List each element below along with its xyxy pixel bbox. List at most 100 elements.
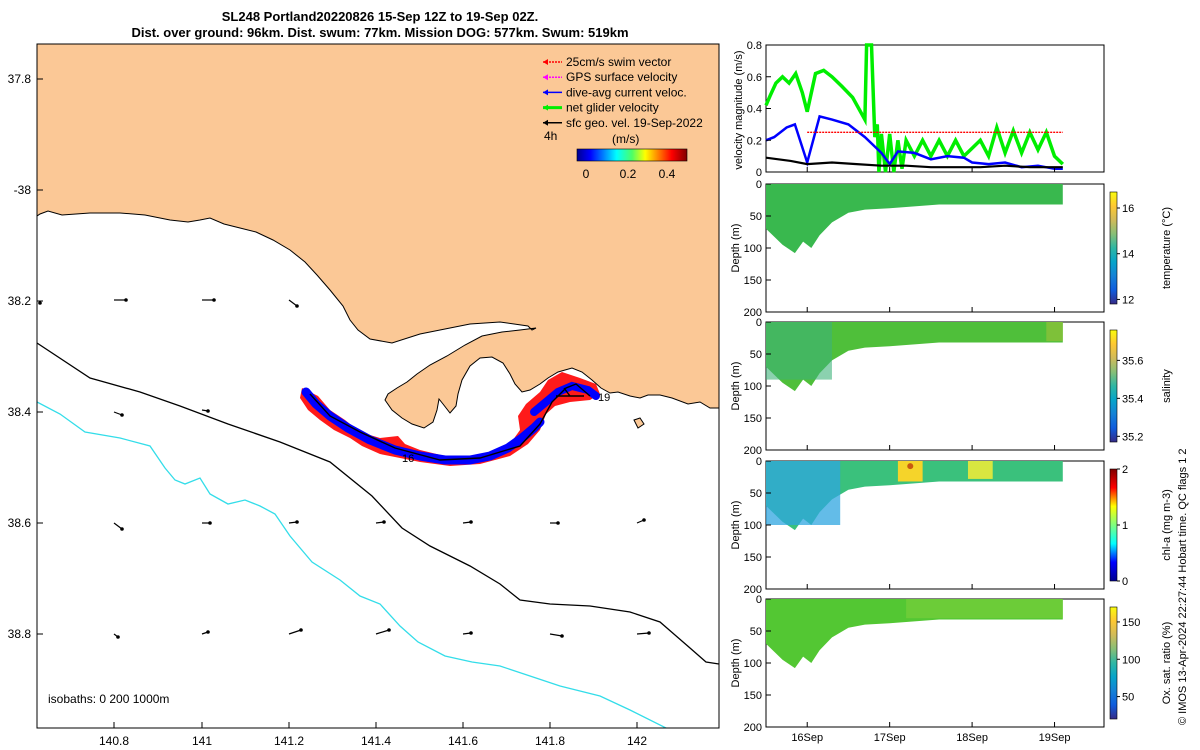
map-x-ticks: 140.8 141 141.2 141.4 141.6 141.8 142 (99, 722, 647, 748)
colorbar-label: chl-a (mg m-3) (1161, 489, 1173, 561)
profile-y-tick-label: 0 (756, 456, 762, 468)
current-arrow-head (206, 409, 210, 413)
current-arrow-head (647, 631, 651, 635)
colorbar-label: temperature (°C) (1161, 207, 1173, 289)
profile-y-tick-label: 200 (744, 584, 762, 596)
profile-y-tick-label: 200 (744, 307, 762, 319)
profile-y-tick-label: 200 (744, 722, 762, 734)
colorbar-title: (m/s) (612, 132, 639, 146)
profile-panel: 0 50 100 150 200 Depth (m) 35.2 35.4 35.6 salinit… (730, 317, 1173, 457)
time-axis: 16Sep 17Sep 18Sep 19Sep (791, 732, 1070, 744)
current-arrow-head (212, 298, 216, 302)
current-arrow (288, 629, 302, 635)
velocity-y-tick-label: 0.4 (747, 104, 762, 116)
map-panel: 16 19 140.8 141 141.2 141.4 141.6 141.8 142 37… (8, 43, 720, 748)
colorbar-tick-label: 14 (1122, 249, 1134, 261)
colorbar-tick-label: 16 (1122, 203, 1134, 215)
profile-y-tick-label: 0 (756, 317, 762, 329)
time-tick-label: 16Sep (791, 732, 823, 744)
colorbar-tick: 0.2 (620, 167, 637, 181)
speed-colorbar (576, 148, 688, 162)
net-glider-track (309, 383, 591, 461)
profile-panel: 0 50 100 150 200 Depth (m) 50 100 150 Ox. sat. ra… (730, 594, 1173, 734)
map-y-tick-label: 38.4 (8, 405, 32, 419)
legend-arrowhead (543, 59, 548, 65)
legend-label: net glider velocity (566, 101, 659, 115)
profile-data-region (766, 322, 1063, 392)
map-y-tick-label: -38 (14, 183, 32, 197)
profile-y-tick-label: 50 (750, 211, 762, 223)
profile-ylabel: Depth (m) (730, 501, 742, 550)
profile-patch (906, 599, 1063, 619)
current-arrow-head (38, 301, 42, 305)
track-day-label-19: 19 (598, 392, 610, 404)
profile-panel: 0 50 100 150 200 Depth (m) 12 14 16 temperature (… (730, 179, 1173, 319)
map-y-tick-label: 37.8 (8, 72, 32, 86)
velocity-ylabel: velocity magnitude (m/s) (733, 50, 745, 169)
map-y-tick-label: 38.6 (8, 516, 32, 530)
legend-arrowhead (543, 89, 548, 96)
current-arrow (375, 629, 390, 635)
profile-colorbar (1109, 606, 1118, 720)
velocity-series-line (765, 156, 1063, 169)
colorbar-tick-label: 35.6 (1122, 355, 1143, 367)
profile-patch (1046, 322, 1063, 342)
legend-label: dive-avg current veloc. (566, 85, 687, 99)
time-tick-label: 18Sep (956, 732, 988, 744)
colorbar-tick-label: 12 (1122, 294, 1134, 306)
colorbar-label: Ox. sat. ratio (%) (1161, 622, 1173, 705)
profile-ylabel: Depth (m) (730, 224, 742, 273)
chart-title-line2: Dist. over ground: 96km. Dist. swum: 77k… (131, 25, 629, 40)
isobath-label: isobaths: 0 200 1000m (48, 692, 169, 706)
velocity-series (764, 43, 1065, 173)
velocity-series-line (765, 114, 1063, 171)
current-arrow-head (120, 413, 124, 417)
velocity-axes (765, 44, 1105, 173)
map-x-tick-label: 141.2 (274, 734, 304, 748)
colorbar-tick-label: 1 (1122, 520, 1128, 532)
current-arrow-head (299, 628, 303, 632)
colorbar-label: salinity (1161, 369, 1173, 403)
legend-label: GPS surface velocity (566, 70, 677, 84)
map-y-tick-label: 38.2 (8, 294, 32, 308)
colorbar-tick: 0 (583, 167, 590, 181)
map-x-tick-label: 141.8 (535, 734, 565, 748)
colorbar-tick-label: 100 (1122, 654, 1140, 666)
profile-y-tick-label: 150 (744, 275, 762, 287)
legend-label: sfc geo. vel. 19-Sep-2022 (566, 116, 703, 130)
glider-track: 16 19 (300, 372, 610, 466)
legend-arrowhead (543, 119, 548, 126)
profile-y-tick-label: 50 (750, 488, 762, 500)
profile-y-tick-label: 0 (756, 594, 762, 606)
profile-y-tick-label: 150 (744, 690, 762, 702)
profile-patch (766, 461, 841, 525)
chart-title-line1: SL248 Portland20220826 15-Sep 12Z to 19-… (221, 9, 539, 24)
current-arrow-head (382, 520, 386, 524)
velocity-series-line (764, 43, 1065, 173)
colorbar-tick-label: 150 (1122, 617, 1140, 629)
velocity-y-tick-label: 0.8 (747, 40, 762, 52)
map-x-tick-label: 141.6 (448, 734, 478, 748)
profile-y-tick-label: 50 (750, 349, 762, 361)
profile-colorbar (1109, 191, 1118, 305)
current-arrow-head (124, 298, 128, 302)
current-arrow-head (116, 635, 120, 639)
current-arrow-head (206, 630, 210, 634)
profile-y-tick-label: 100 (744, 381, 762, 393)
profile-y-tick-label: 0 (756, 179, 762, 191)
profile-panel: 0 50 100 150 200 Depth (m) 0 1 2 chl-a (mg m-3) (730, 456, 1173, 596)
map-y-ticks: 37.8 -38 38.2 38.4 38.6 38.8 (8, 72, 43, 641)
current-arrow-head (120, 527, 124, 531)
profile-data-region (766, 184, 1063, 254)
current-arrow-head (469, 631, 473, 635)
time-tick-label: 19Sep (1039, 732, 1071, 744)
island (633, 417, 645, 429)
profile-y-tick-label: 100 (744, 520, 762, 532)
current-arrow-head (295, 304, 299, 308)
colorbar-tick-label: 2 (1122, 464, 1128, 476)
profile-y-tick-label: 50 (750, 626, 762, 638)
profile-colorbar (1109, 329, 1118, 443)
